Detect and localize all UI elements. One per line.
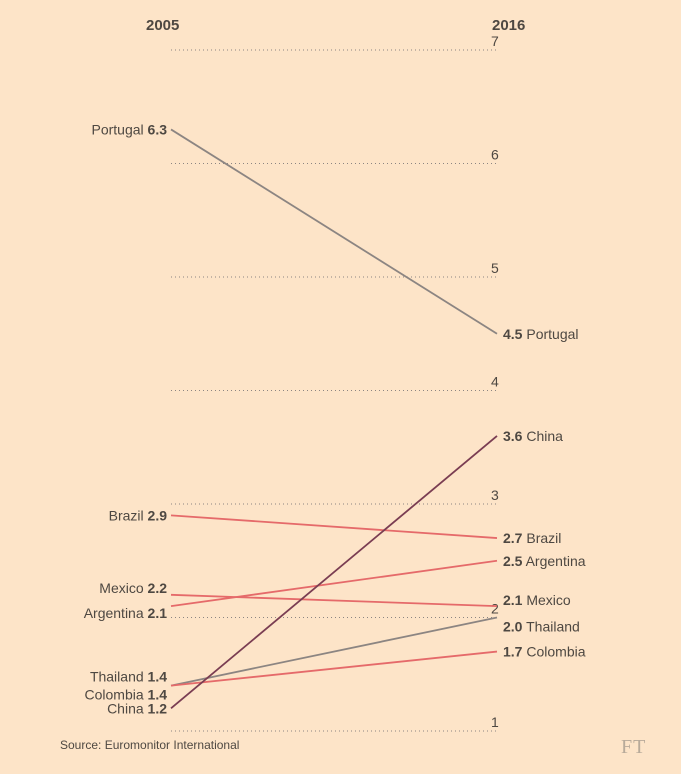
end-label-name-mexico: Mexico <box>522 592 570 608</box>
start-label-value-china: 1.2 <box>148 700 168 716</box>
y-tick-6: 6 <box>491 147 499 163</box>
end-label-argentina: 2.5 Argentina <box>503 553 586 569</box>
start-label-value-colombia: 1.4 <box>148 687 168 703</box>
end-label-portugal: 4.5 Portugal <box>503 326 579 342</box>
end-label-value-portugal: 4.5 <box>503 326 523 342</box>
start-label-value-brazil: 2.9 <box>148 507 168 523</box>
y-tick-1: 1 <box>491 714 499 730</box>
start-label-brazil: Brazil 2.9 <box>109 507 168 523</box>
end-label-name-colombia: Colombia <box>522 644 585 660</box>
start-label-mexico: Mexico 2.2 <box>99 580 167 596</box>
end-label-thailand: 2.0 Thailand <box>503 619 580 635</box>
end-label-value-argentina: 2.5 <box>503 553 523 569</box>
end-label-name-china: China <box>522 428 563 444</box>
series-lines <box>170 128 498 709</box>
start-label-value-thailand: 1.4 <box>148 669 168 685</box>
y-tick-5: 5 <box>491 260 499 276</box>
start-label-name-brazil: Brazil <box>109 507 148 523</box>
start-label-thailand: Thailand 1.4 <box>90 669 167 685</box>
series-line-brazil <box>170 514 498 539</box>
series-line-portugal <box>170 128 498 335</box>
start-label-argentina: Argentina 2.1 <box>84 605 168 621</box>
end-label-name-thailand: Thailand <box>522 619 579 635</box>
y-tick-4: 4 <box>491 374 499 390</box>
end-label-value-mexico: 2.1 <box>503 592 523 608</box>
series-line-mexico <box>170 593 498 608</box>
series-line-colombia <box>170 650 498 687</box>
end-label-name-brazil: Brazil <box>522 530 561 546</box>
start-label-portugal: Portugal 6.3 <box>91 121 167 137</box>
y-tick-3: 3 <box>491 487 499 503</box>
start-label-name-mexico: Mexico <box>99 580 147 596</box>
series-labels: Portugal 6.3 4.5 Portugal Brazil 2.9 2.7 Br… <box>84 121 586 716</box>
year-label-end: 2016 <box>492 17 525 34</box>
start-label-colombia: Colombia 1.4 <box>85 687 168 703</box>
gridlines <box>171 49 497 732</box>
start-label-name-argentina: Argentina <box>84 605 148 621</box>
source-note: Source: Euromonitor International <box>60 738 239 752</box>
end-label-value-china: 3.6 <box>503 428 523 444</box>
end-label-brazil: 2.7 Brazil <box>503 530 561 546</box>
start-label-name-colombia: Colombia <box>85 687 148 703</box>
end-label-colombia: 1.7 Colombia <box>503 644 586 660</box>
ft-logo: FT <box>621 736 646 758</box>
end-label-name-argentina: Argentina <box>522 553 585 569</box>
y-tick-2: 2 <box>491 601 499 617</box>
year-label-start: 2005 <box>146 17 179 34</box>
end-label-china: 3.6 China <box>503 428 563 444</box>
start-label-value-portugal: 6.3 <box>148 121 168 137</box>
start-label-value-mexico: 2.2 <box>148 580 168 596</box>
end-label-value-thailand: 2.0 <box>503 619 523 635</box>
start-label-name-china: China <box>107 700 147 716</box>
end-label-mexico: 2.1 Mexico <box>503 592 571 608</box>
end-label-value-brazil: 2.7 <box>503 530 523 546</box>
y-tick-labels: 1 2 3 4 5 6 7 <box>491 33 499 730</box>
start-label-name-portugal: Portugal <box>91 121 147 137</box>
year-headers: 2005 2016 <box>146 17 525 34</box>
series-line-argentina <box>170 559 498 608</box>
series-line-thailand <box>170 616 498 687</box>
start-label-value-argentina: 2.1 <box>148 605 168 621</box>
start-label-china: China 1.2 <box>107 700 167 716</box>
y-tick-7: 7 <box>491 33 499 49</box>
series-line-china <box>170 435 498 709</box>
end-label-name-portugal: Portugal <box>522 326 578 342</box>
start-label-name-thailand: Thailand <box>90 669 148 685</box>
end-label-value-colombia: 1.7 <box>503 644 523 660</box>
